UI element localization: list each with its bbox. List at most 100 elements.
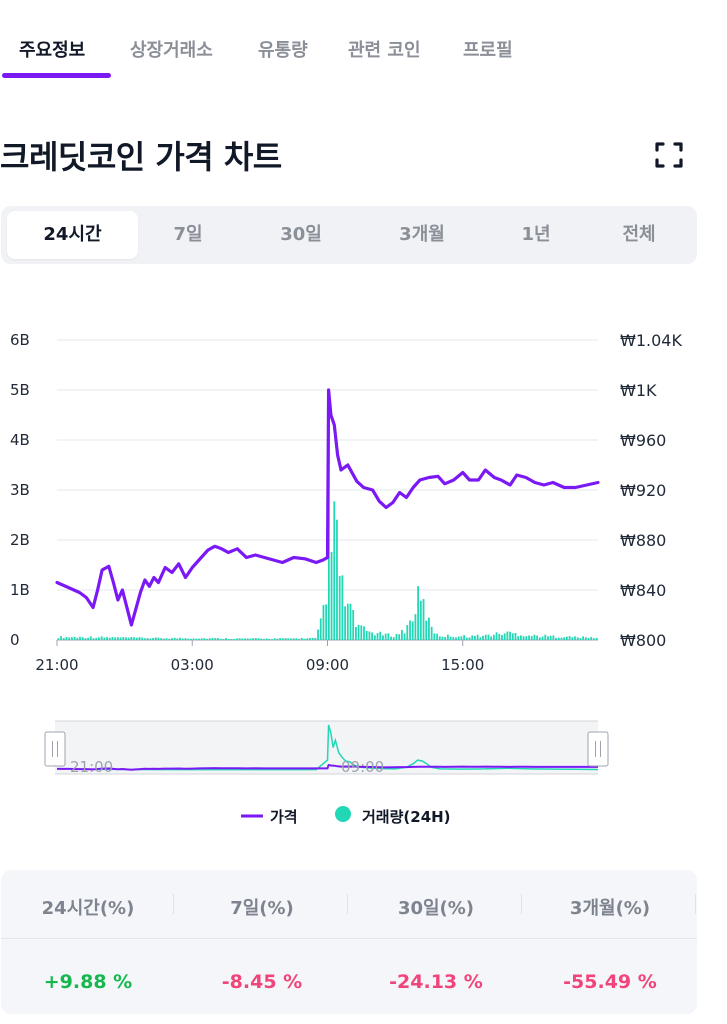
volume-bar — [192, 638, 195, 640]
price-series-line — [55, 388, 600, 627]
volume-bar — [565, 636, 568, 640]
volume-bar — [482, 635, 484, 640]
volume-bar — [495, 632, 498, 640]
x-tick-label: 21:00 — [35, 656, 78, 674]
volume-bar — [433, 633, 436, 640]
range-7d[interactable]: 7일 — [173, 224, 203, 245]
y-right-tick-label: ₩1.04K — [620, 331, 682, 350]
volume-bar — [498, 633, 501, 640]
volume-bar — [395, 633, 398, 640]
volume-bar — [127, 637, 130, 640]
volume-bar — [400, 629, 403, 640]
price-volume-chart[interactable]: 0 1B 2B 3B 4B 5B 6B ₩800 ₩840 ₩880 ₩920 ₩960 ₩1K ₩1.… — [0, 300, 727, 840]
x-tick-label: 03:00 — [171, 656, 214, 674]
volume-bar — [116, 637, 119, 640]
tab-main-info[interactable]: 주요정보 — [19, 40, 86, 61]
tab-related-coins[interactable]: 관련 코인 — [348, 40, 421, 61]
volume-bar — [382, 635, 384, 640]
volume-bar — [187, 638, 190, 640]
volume-bar — [422, 599, 425, 640]
volume-bar — [406, 624, 409, 640]
range-30d[interactable]: 30일 — [280, 224, 322, 245]
volume-bar — [271, 639, 273, 640]
price-change-table: 24시간(%) 7일(%) 30일(%) 3개월(%) +9.88 % -8.4… — [1, 870, 697, 1014]
volume-bar — [195, 638, 198, 640]
volume-bar — [287, 638, 290, 640]
volume-bar — [341, 575, 344, 640]
volume-bar — [176, 638, 179, 640]
range-24h[interactable]: 24시간 — [7, 211, 138, 259]
volume-bar — [306, 638, 309, 640]
volume-bar — [319, 618, 322, 640]
y-left-tick-label: 2B — [10, 531, 30, 549]
volume-bar — [479, 637, 482, 640]
volume-bar — [457, 636, 460, 640]
volume-bar — [438, 636, 441, 640]
column-divider — [173, 894, 174, 914]
volume-bar — [281, 638, 284, 640]
volume-bar — [265, 638, 268, 640]
volume-bar — [68, 637, 71, 640]
volume-bar — [203, 638, 206, 640]
volume-bar — [436, 633, 438, 640]
volume-bar — [392, 637, 395, 640]
navigator-right-handle[interactable] — [587, 731, 609, 767]
volume-bar — [590, 637, 593, 640]
range-navigator[interactable]: 21:00 09:00 — [44, 720, 609, 776]
volume-bar — [449, 636, 452, 640]
volume-bar — [198, 638, 200, 640]
volume-bar — [92, 638, 95, 640]
volume-bar — [103, 637, 106, 640]
volume-bar — [525, 636, 528, 640]
volume-bar — [295, 638, 298, 640]
column-divider — [521, 894, 522, 914]
volume-bar — [314, 637, 317, 640]
y-axis-right: ₩800 ₩840 ₩880 ₩920 ₩960 ₩1K ₩1.04K — [620, 331, 682, 650]
navigator-price-line — [57, 763, 598, 771]
volume-bar — [219, 638, 222, 640]
volume-bar — [428, 617, 430, 640]
column-divider — [347, 894, 348, 914]
volume-bar — [122, 636, 125, 640]
volume-bar — [506, 631, 509, 640]
volume-bar — [149, 638, 152, 640]
navigator-label: 09:00 — [341, 758, 384, 776]
volume-bar — [284, 638, 287, 640]
tab-exchanges[interactable]: 상장거래소 — [130, 40, 213, 61]
volume-bar — [547, 636, 549, 640]
volume-bar — [95, 637, 98, 640]
volume-bar — [349, 603, 352, 640]
tab-circulation[interactable]: 유통량 — [258, 40, 308, 61]
navigator-left-handle[interactable] — [44, 731, 66, 767]
volume-bar — [230, 638, 233, 640]
volume-bar — [279, 638, 282, 640]
y-right-tick-label: ₩1K — [620, 381, 657, 400]
range-1y[interactable]: 1년 — [521, 224, 551, 245]
range-all[interactable]: 전체 — [622, 224, 656, 245]
page-title: 크레딧코인 가격 차트 — [0, 138, 282, 176]
price-change-value-row: +9.88 % -8.45 % -24.13 % -55.49 % — [1, 939, 697, 1014]
volume-bar — [114, 637, 117, 640]
volume-bar — [249, 638, 252, 640]
volume-bar — [468, 637, 471, 640]
volume-bar — [62, 638, 65, 640]
volume-bar — [403, 633, 406, 640]
expand-icon[interactable] — [652, 139, 686, 171]
volume-bar — [181, 638, 184, 640]
volume-bar — [444, 636, 447, 640]
info-tabs: 주요정보 상장거래소 유통량 관련 코인 프로필 — [0, 0, 727, 82]
volume-bar — [501, 635, 503, 640]
volume-bar — [511, 633, 514, 640]
volume-bar — [430, 626, 433, 640]
volume-bar — [568, 636, 571, 640]
volume-bar — [530, 636, 533, 640]
volume-bar — [252, 638, 255, 640]
y-left-tick-label: 3B — [10, 481, 30, 499]
volume-bar — [238, 638, 241, 640]
volume-bar — [368, 631, 371, 640]
volume-bar — [536, 635, 539, 640]
volume-bar — [390, 636, 392, 640]
tab-profile[interactable]: 프로필 — [463, 40, 513, 61]
range-3m[interactable]: 3개월 — [399, 224, 445, 245]
volume-bar — [471, 635, 474, 640]
